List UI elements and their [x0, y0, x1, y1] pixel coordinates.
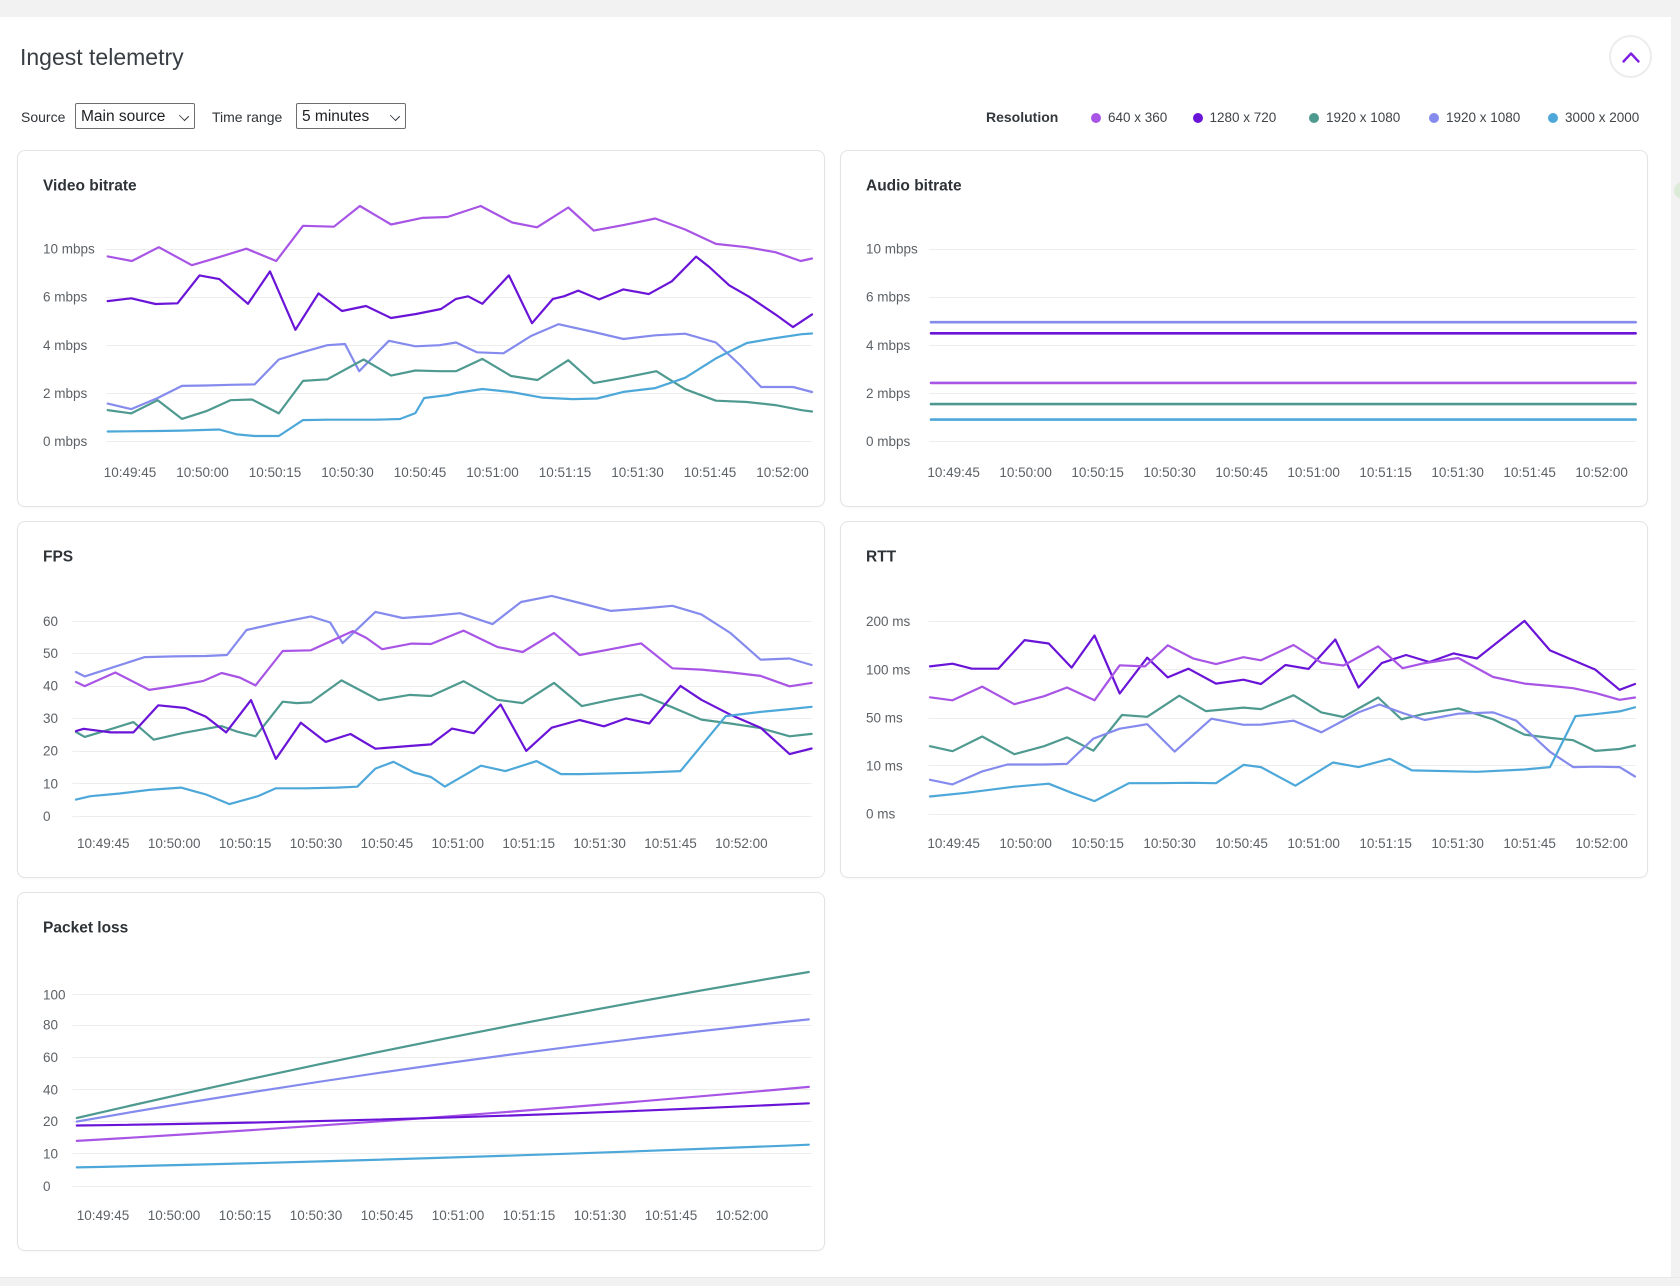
svg-text:10:50:00: 10:50:00: [176, 465, 229, 480]
svg-text:4 mbps: 4 mbps: [43, 338, 88, 353]
svg-text:10:51:15: 10:51:15: [1359, 465, 1412, 480]
svg-text:10:51:30: 10:51:30: [1431, 465, 1484, 480]
svg-text:10:50:15: 10:50:15: [1071, 465, 1124, 480]
svg-text:10:49:45: 10:49:45: [77, 1208, 130, 1223]
svg-text:0: 0: [43, 809, 51, 824]
svg-text:20: 20: [43, 744, 58, 759]
svg-text:10:50:00: 10:50:00: [148, 1208, 201, 1223]
svg-text:10:51:00: 10:51:00: [1287, 465, 1340, 480]
svg-text:100: 100: [43, 987, 66, 1002]
svg-text:10:50:15: 10:50:15: [219, 836, 272, 851]
svg-text:10:50:30: 10:50:30: [321, 465, 374, 480]
svg-text:60: 60: [43, 614, 58, 629]
svg-text:10:50:15: 10:50:15: [219, 1208, 272, 1223]
svg-text:10:51:00: 10:51:00: [466, 465, 519, 480]
svg-text:2 mbps: 2 mbps: [866, 386, 911, 401]
svg-text:6 mbps: 6 mbps: [43, 290, 88, 305]
svg-text:10:51:15: 10:51:15: [502, 836, 555, 851]
svg-text:10:50:45: 10:50:45: [361, 1208, 414, 1223]
svg-text:10 mbps: 10 mbps: [866, 242, 918, 257]
svg-text:10:50:45: 10:50:45: [394, 465, 447, 480]
svg-text:10: 10: [43, 776, 58, 791]
svg-text:10:51:30: 10:51:30: [574, 1208, 627, 1223]
svg-text:10:52:00: 10:52:00: [716, 1208, 769, 1223]
svg-text:10:50:45: 10:50:45: [361, 836, 414, 851]
svg-text:10:50:45: 10:50:45: [1215, 836, 1268, 851]
svg-text:Video bitrate: Video bitrate: [43, 178, 137, 195]
svg-text:10:51:15: 10:51:15: [539, 465, 592, 480]
svg-text:10:51:15: 10:51:15: [1359, 836, 1412, 851]
svg-text:50 ms: 50 ms: [866, 711, 903, 726]
svg-text:80: 80: [43, 1018, 58, 1033]
svg-text:10:51:00: 10:51:00: [432, 836, 485, 851]
svg-text:10:51:30: 10:51:30: [611, 465, 664, 480]
svg-text:10:51:45: 10:51:45: [1503, 465, 1556, 480]
svg-text:10:50:15: 10:50:15: [1071, 836, 1124, 851]
svg-text:10:51:45: 10:51:45: [1503, 836, 1556, 851]
svg-text:10:50:00: 10:50:00: [999, 465, 1052, 480]
svg-text:10:49:45: 10:49:45: [927, 465, 980, 480]
svg-text:10:52:00: 10:52:00: [756, 465, 809, 480]
svg-text:200 ms: 200 ms: [866, 614, 911, 629]
svg-text:10:51:00: 10:51:00: [432, 1208, 485, 1223]
svg-text:Audio bitrate: Audio bitrate: [866, 178, 962, 195]
svg-text:50: 50: [43, 646, 58, 661]
svg-text:10:51:45: 10:51:45: [644, 836, 697, 851]
svg-text:40: 40: [43, 1082, 58, 1097]
svg-text:FPS: FPS: [43, 549, 73, 566]
svg-text:100 ms: 100 ms: [866, 662, 911, 677]
svg-text:0 mbps: 0 mbps: [866, 434, 911, 449]
svg-text:60: 60: [43, 1050, 58, 1065]
svg-text:10:52:00: 10:52:00: [1575, 836, 1628, 851]
svg-text:10:50:30: 10:50:30: [290, 1208, 343, 1223]
svg-text:10: 10: [43, 1146, 58, 1161]
svg-text:10:51:45: 10:51:45: [684, 465, 737, 480]
svg-text:10:50:30: 10:50:30: [290, 836, 343, 851]
svg-text:10:50:45: 10:50:45: [1215, 465, 1268, 480]
svg-text:RTT: RTT: [866, 549, 897, 566]
svg-text:10:49:45: 10:49:45: [104, 465, 157, 480]
svg-text:10 ms: 10 ms: [866, 758, 903, 773]
svg-text:6 mbps: 6 mbps: [866, 290, 911, 305]
svg-text:4 mbps: 4 mbps: [866, 338, 911, 353]
svg-text:10:50:00: 10:50:00: [148, 836, 201, 851]
svg-text:0 ms: 0 ms: [866, 807, 896, 822]
svg-text:10:50:00: 10:50:00: [999, 836, 1052, 851]
svg-text:10:49:45: 10:49:45: [77, 836, 130, 851]
svg-text:0 mbps: 0 mbps: [43, 434, 88, 449]
svg-text:10:50:15: 10:50:15: [249, 465, 302, 480]
svg-text:2 mbps: 2 mbps: [43, 386, 88, 401]
svg-text:10:49:45: 10:49:45: [927, 836, 980, 851]
svg-text:10:51:15: 10:51:15: [503, 1208, 556, 1223]
svg-text:10:51:30: 10:51:30: [1431, 836, 1484, 851]
svg-text:10:50:30: 10:50:30: [1143, 465, 1196, 480]
svg-text:Packet loss: Packet loss: [43, 920, 128, 937]
svg-text:10:52:00: 10:52:00: [1575, 465, 1628, 480]
svg-text:0: 0: [43, 1179, 51, 1194]
svg-text:40: 40: [43, 679, 58, 694]
svg-text:20: 20: [43, 1114, 58, 1129]
svg-text:10:50:30: 10:50:30: [1143, 836, 1196, 851]
svg-text:10:51:30: 10:51:30: [573, 836, 626, 851]
svg-text:10:51:45: 10:51:45: [645, 1208, 698, 1223]
svg-text:10:52:00: 10:52:00: [715, 836, 768, 851]
svg-text:30: 30: [43, 711, 58, 726]
svg-text:10:51:00: 10:51:00: [1287, 836, 1340, 851]
svg-text:10 mbps: 10 mbps: [43, 242, 95, 257]
